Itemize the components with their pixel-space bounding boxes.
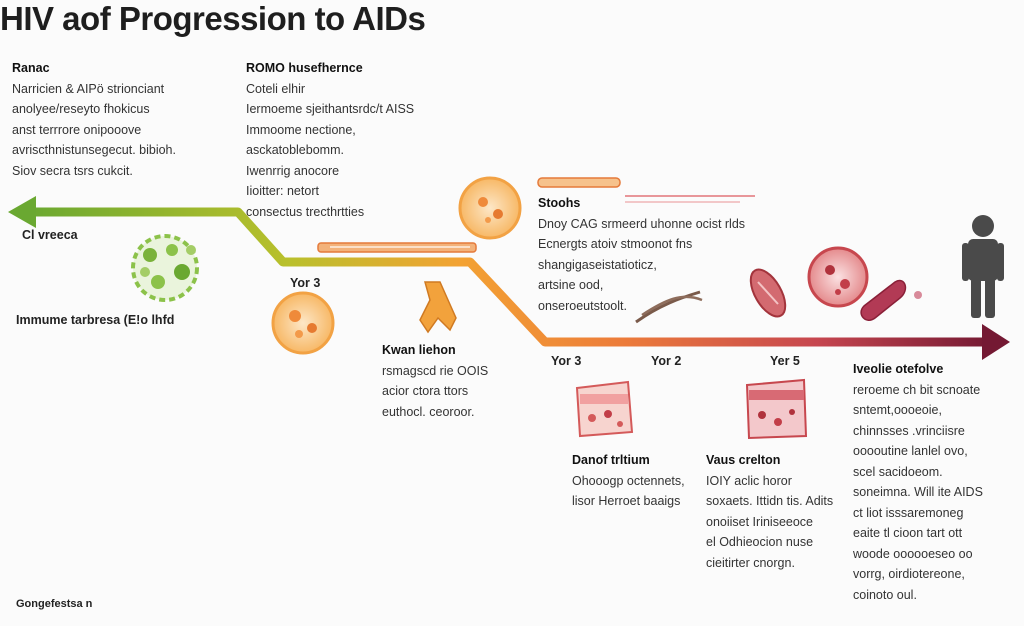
center-description-line: Iermoeme sjeithantsrdc/t AISS xyxy=(246,102,415,116)
left-description-line: Narricien & AIPö strionciant xyxy=(12,81,165,96)
infected-cell-icon xyxy=(271,291,335,355)
under-right-description-heading: Vaus crelton xyxy=(706,453,781,467)
progression-path xyxy=(28,207,990,347)
left-description-heading: Ranac xyxy=(12,61,50,75)
year3-description-heading: Kwan liehon xyxy=(382,343,456,357)
year3-description-line: euthocl. ceoroor. xyxy=(382,404,475,419)
right-top-description-line: artsine ood, xyxy=(538,278,604,292)
final-stage-description: Iveolie otefolve reroeme ch bit scnoate … xyxy=(853,359,983,605)
left-description-line: Siov secra tsrs cukcit. xyxy=(12,163,133,178)
cell-upper-icon xyxy=(458,176,522,240)
bar-icon-middle xyxy=(317,242,477,253)
page-title: HIV aof Progression to AIDs xyxy=(0,0,426,37)
year-c-label: Yer 5 xyxy=(770,354,800,368)
pink-cell-icon xyxy=(807,246,869,308)
year-3-label: Yor 3 xyxy=(290,276,321,290)
center-description-line: Iioitter: netort xyxy=(246,184,319,198)
final-stage-description-line: soneimna. Will ite AIDS xyxy=(853,485,983,499)
right-arrowhead xyxy=(982,324,1010,360)
left-arrow-label: Cl vreeca xyxy=(22,228,78,242)
left-description-line: anst terrrore onipooove xyxy=(12,122,142,137)
year-b-label: Yor 2 xyxy=(651,354,682,368)
left-description-line: avriscthnistunsegecut. bibioh. xyxy=(12,143,176,157)
under-right-description-line: el Odhieocion nuse xyxy=(706,535,814,549)
under-left-description: Danof trltium Ohooogp octennets, lisor H… xyxy=(572,450,685,512)
center-description-line: asckatoblebomm. xyxy=(246,143,344,157)
under-right-description-line: cieitirter cnorgn. xyxy=(706,555,795,570)
center-description-line: Coteli elhir xyxy=(246,81,306,96)
bar-icon-top xyxy=(537,177,755,203)
center-description: ROMO husefhernce Coteli elhir Iermoeme s… xyxy=(246,58,414,222)
right-top-description: Stoohs Dnoy CAG srmeerd uhonne ocist rld… xyxy=(538,193,745,316)
tissue-block-right-icon xyxy=(745,378,808,440)
center-description-line: Immoome nectione, xyxy=(246,122,356,137)
right-top-description-line: Dnoy CAG srmeerd uhonne ocist rlds xyxy=(538,216,746,231)
lymph-node-icon xyxy=(419,281,457,334)
final-stage-description-line: coinoto oul. xyxy=(853,587,917,602)
final-stage-description-line: chinnsses .vrinciisre xyxy=(853,423,965,438)
final-stage-description-line: scel sacidoeom. xyxy=(853,464,943,479)
final-stage-description-line: woode oooooeseo oo xyxy=(853,546,973,561)
fiber-icon xyxy=(635,290,703,324)
organ-icon xyxy=(860,279,922,321)
under-left-description-heading: Danof trltium xyxy=(572,453,650,467)
final-stage-description-line: eaite tl cioon tart ott xyxy=(853,526,963,540)
under-left-description-line: Ohooogp octennets, xyxy=(572,473,685,488)
year3-description-line: acior ctora ttors xyxy=(382,384,469,398)
final-stage-description-line: ct liot isssaremoneg xyxy=(853,505,964,520)
final-stage-description-line: sntemt,oooeoie, xyxy=(853,403,942,417)
under-right-description: Vaus crelton IOIY aclic horor soxaets. I… xyxy=(706,450,833,573)
center-description-line: Iwenrrig anocore xyxy=(246,163,340,178)
tissue-block-left-icon xyxy=(575,380,634,438)
center-description-line: consectus trecthrtties xyxy=(246,204,365,219)
right-top-description-line: onseroeutstoolt. xyxy=(538,298,627,313)
red-cell-icon xyxy=(749,268,787,318)
under-left-description-line: lisor Herroet baaigs xyxy=(572,494,681,508)
year3-description: Kwan liehon rsmagscd rie OOIS acior ctor… xyxy=(382,340,488,422)
under-right-description-line: onoiiset Iriniseeoce xyxy=(706,514,814,529)
final-stage-description-line: vorrg, oirdiotereone, xyxy=(853,567,965,581)
right-top-description-heading: Stoohs xyxy=(538,196,581,210)
final-stage-description-line: ooooutine lanlel ovo, xyxy=(853,444,968,458)
virus-cluster-icon xyxy=(131,234,199,302)
left-description-line: anolyee/reseyto fhokicus xyxy=(12,102,150,116)
under-right-description-line: IOIY aclic horor xyxy=(706,473,792,488)
left-description: Ranac Narricien & AIPö strionciant anoly… xyxy=(12,58,176,181)
under-right-description-line: soxaets. Ittidn tis. Adits xyxy=(706,494,834,508)
final-stage-description-line: reroeme ch bit scnoate xyxy=(853,382,981,397)
immune-label: Immume tarbresa (E!o lhfd xyxy=(16,313,175,327)
final-stage-description-heading: Iveolie otefolve xyxy=(853,362,944,376)
person-icon xyxy=(962,215,1004,318)
year3-description-line: rsmagscd rie OOIS xyxy=(382,363,489,378)
footer-label: Gongefestsa n xyxy=(16,598,93,610)
year-a-label: Yor 3 xyxy=(551,354,582,368)
right-top-description-line: shangigaseistatioticz, xyxy=(538,257,657,272)
left-arrowhead xyxy=(8,196,36,228)
center-description-heading: ROMO husefhernce xyxy=(246,61,363,75)
right-top-description-line: Ecnergts atoiv stmoonot fns xyxy=(538,237,693,251)
